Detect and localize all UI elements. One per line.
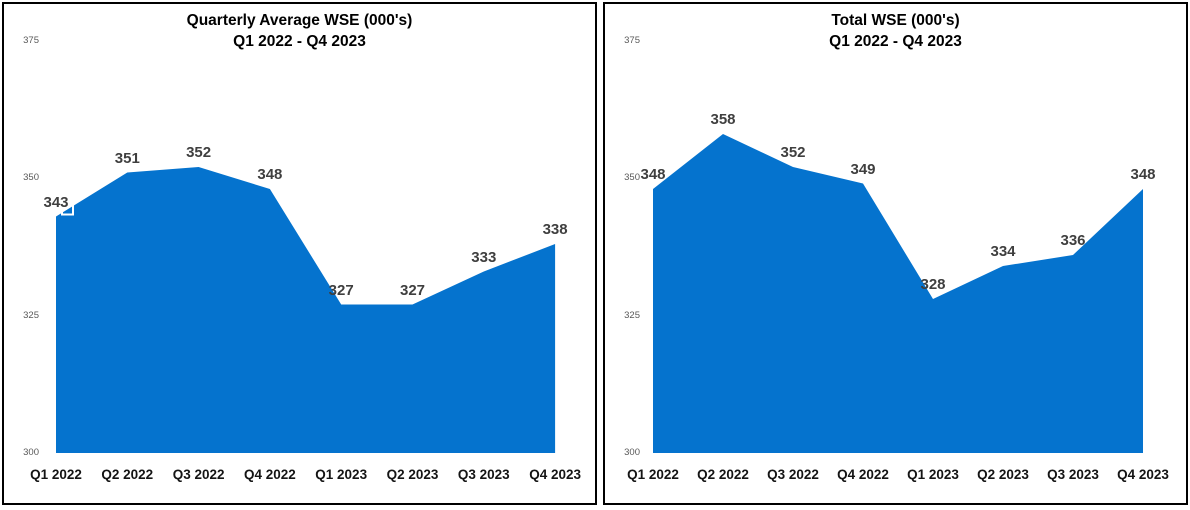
x-axis-category-label: Q1 2023 — [315, 467, 368, 482]
y-axis-tick-label: 350 — [23, 172, 39, 183]
data-label: 348 — [257, 166, 283, 183]
y-axis-tick-label: 300 — [624, 447, 640, 458]
data-label: 327 — [399, 281, 426, 299]
data-label: 352 — [186, 144, 212, 161]
plot-area: 375 350 325 300 348 358 352 349 328 334 336 348 Q1 2… — [605, 4, 1186, 503]
chart-title: Total WSE (000's) — [831, 12, 960, 29]
chart-title-block: Quarterly Average WSE (000's) Q1 2022 - … — [4, 10, 595, 52]
x-axis-category-label: Q3 2022 — [172, 467, 225, 482]
plot-area: 375 350 325 300 343 351 352 348 327 327 333 338 Q1 2… — [4, 4, 595, 503]
x-axis-category-label: Q2 2022 — [697, 467, 749, 482]
x-axis-category-label: Q1 2022 — [627, 467, 679, 482]
y-axis-tick-label: 325 — [23, 309, 39, 321]
data-label: 334 — [990, 243, 1016, 260]
x-axis-category-label: Q2 2022 — [101, 467, 154, 482]
area-series — [56, 167, 556, 453]
y-axis-tick-label: 325 — [624, 309, 640, 321]
y-axis-tick-label: 300 — [23, 447, 39, 458]
chart-subtitle: Q1 2022 - Q4 2023 — [829, 33, 962, 50]
area-series — [653, 134, 1143, 453]
data-label: 328 — [920, 276, 946, 293]
x-axis-category-label: Q1 2022 — [30, 467, 82, 482]
area-series-svg — [653, 134, 1143, 453]
data-label: 343 — [43, 193, 69, 211]
x-axis-category-label: Q2 2023 — [977, 467, 1029, 482]
data-label: 351 — [114, 149, 140, 167]
data-label: 333 — [471, 248, 497, 266]
x-axis-category-label: Q1 2023 — [907, 467, 959, 482]
chart-panel-total-wse[interactable]: Total WSE (000's) Q1 2022 - Q4 2023 375 3… — [603, 2, 1188, 505]
chart-title-block: Total WSE (000's) Q1 2022 - Q4 2023 — [605, 10, 1186, 52]
selected-point-marker — [61, 202, 74, 216]
x-axis-category-label: Q4 2023 — [1117, 467, 1169, 482]
y-axis-tick-label: 375 — [624, 34, 640, 46]
area-series-svg — [56, 167, 556, 453]
x-axis-category-label: Q4 2022 — [837, 467, 889, 482]
y-axis-tick-label: 350 — [624, 172, 640, 183]
data-label: 338 — [542, 221, 568, 238]
data-label: 336 — [1060, 232, 1086, 249]
data-label: 348 — [1130, 166, 1156, 183]
data-label: 348 — [640, 166, 666, 183]
data-label: 358 — [710, 111, 736, 128]
data-label: 352 — [780, 144, 806, 161]
x-axis-category-label: Q3 2022 — [767, 467, 819, 482]
y-axis-tick-label: 375 — [23, 34, 39, 46]
x-axis-category-label: Q3 2023 — [1047, 467, 1099, 482]
x-axis-category-label: Q3 2023 — [457, 467, 510, 482]
x-axis-category-label: Q2 2023 — [386, 467, 439, 482]
x-axis-category-label: Q4 2022 — [243, 467, 296, 482]
data-label: 327 — [328, 281, 354, 299]
chart-subtitle: Q1 2022 - Q4 2023 — [233, 33, 366, 50]
data-label: 349 — [850, 160, 876, 178]
x-axis-category-label: Q4 2023 — [529, 467, 581, 482]
chart-panel-quarterly-average-wse[interactable]: Quarterly Average WSE (000's) Q1 2022 - … — [2, 2, 597, 505]
chart-title: Quarterly Average WSE (000's) — [186, 12, 413, 29]
